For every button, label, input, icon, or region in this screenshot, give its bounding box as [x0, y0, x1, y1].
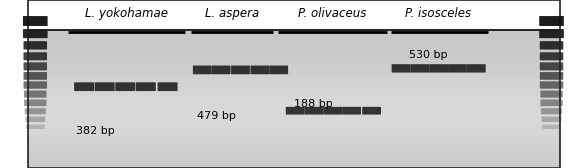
FancyBboxPatch shape — [540, 52, 563, 60]
FancyBboxPatch shape — [25, 108, 46, 114]
FancyBboxPatch shape — [24, 41, 47, 50]
FancyBboxPatch shape — [136, 82, 156, 91]
FancyBboxPatch shape — [362, 107, 381, 115]
FancyBboxPatch shape — [24, 81, 47, 89]
FancyBboxPatch shape — [95, 82, 115, 91]
FancyBboxPatch shape — [541, 108, 562, 114]
FancyBboxPatch shape — [24, 52, 47, 60]
FancyBboxPatch shape — [269, 66, 288, 74]
Text: 479 bp: 479 bp — [197, 111, 236, 121]
FancyBboxPatch shape — [467, 64, 486, 73]
FancyBboxPatch shape — [250, 66, 269, 74]
FancyBboxPatch shape — [231, 66, 250, 74]
FancyBboxPatch shape — [26, 125, 45, 129]
FancyBboxPatch shape — [540, 72, 563, 80]
FancyBboxPatch shape — [410, 64, 429, 73]
FancyBboxPatch shape — [342, 107, 361, 115]
Bar — [28, 30, 560, 168]
Text: L. aspera: L. aspera — [205, 7, 259, 20]
FancyBboxPatch shape — [542, 117, 562, 122]
Text: L. yokohamae: L. yokohamae — [85, 7, 168, 20]
FancyBboxPatch shape — [24, 91, 46, 98]
Text: 530 bp: 530 bp — [409, 50, 447, 60]
Text: 188 bp: 188 bp — [294, 99, 333, 109]
FancyBboxPatch shape — [193, 66, 212, 74]
Text: P. olivaceus: P. olivaceus — [298, 7, 366, 20]
FancyBboxPatch shape — [25, 117, 45, 122]
Bar — [28, 0, 560, 30]
FancyBboxPatch shape — [24, 99, 46, 106]
FancyBboxPatch shape — [540, 41, 563, 50]
FancyBboxPatch shape — [540, 62, 563, 70]
FancyBboxPatch shape — [24, 62, 47, 70]
FancyBboxPatch shape — [392, 64, 410, 73]
Text: 382 bp: 382 bp — [76, 126, 115, 136]
FancyBboxPatch shape — [305, 107, 323, 115]
FancyBboxPatch shape — [429, 64, 448, 73]
FancyBboxPatch shape — [539, 16, 564, 26]
FancyBboxPatch shape — [286, 107, 305, 115]
FancyBboxPatch shape — [23, 16, 48, 26]
FancyBboxPatch shape — [74, 82, 94, 91]
FancyBboxPatch shape — [540, 99, 563, 106]
FancyBboxPatch shape — [23, 29, 48, 38]
FancyBboxPatch shape — [323, 107, 342, 115]
FancyBboxPatch shape — [115, 82, 135, 91]
FancyBboxPatch shape — [540, 91, 563, 98]
FancyBboxPatch shape — [24, 72, 47, 80]
FancyBboxPatch shape — [539, 29, 564, 38]
Text: P. isosceles: P. isosceles — [405, 7, 471, 20]
FancyBboxPatch shape — [158, 82, 178, 91]
FancyBboxPatch shape — [448, 64, 467, 73]
FancyBboxPatch shape — [542, 125, 561, 129]
FancyBboxPatch shape — [540, 81, 563, 89]
FancyBboxPatch shape — [212, 66, 230, 74]
